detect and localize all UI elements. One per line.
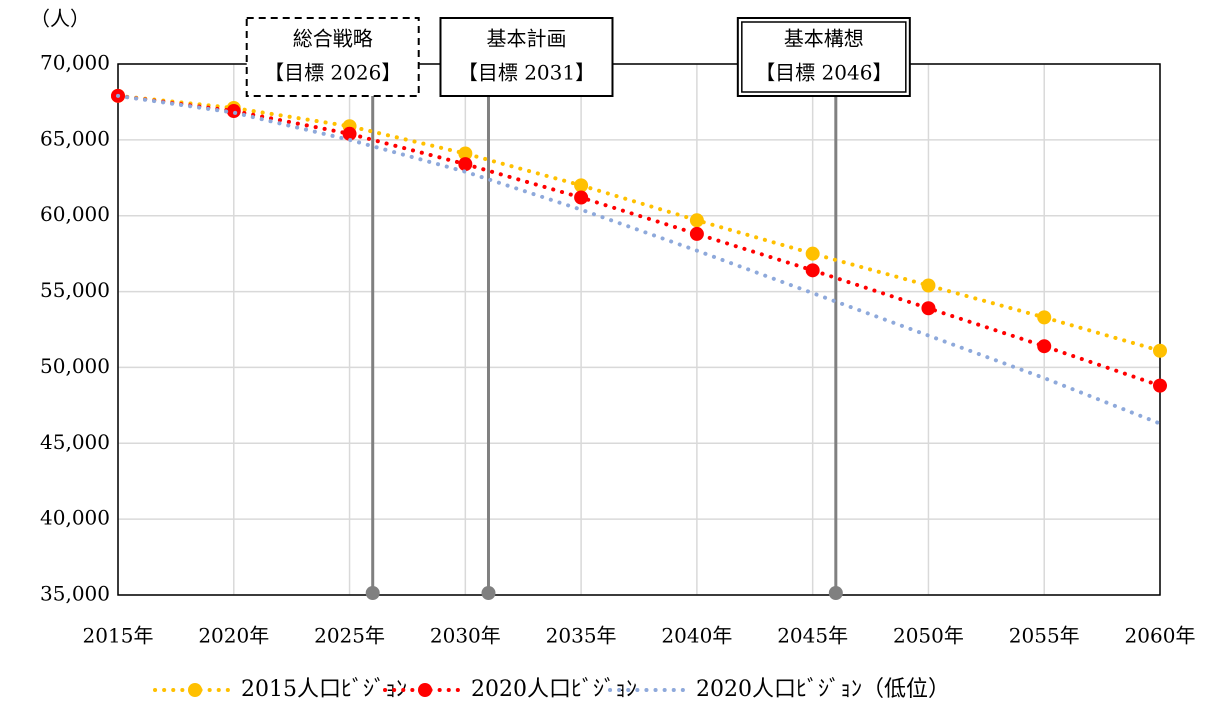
data-point	[342, 126, 357, 141]
legend-label: 2020人口ﾋﾞｼﾞｮﾝ（低位）	[696, 677, 950, 702]
x-tick-label: 2035年	[546, 624, 617, 648]
x-tick-label: 2055年	[1009, 624, 1080, 648]
x-tick-label: 2040年	[661, 624, 732, 648]
legend-label: 2015人口ﾋﾞｼﾞｮﾝ	[241, 677, 407, 702]
legend-label: 2020人口ﾋﾞｼﾞｮﾝ	[471, 677, 637, 702]
y-tick-label: 50,000	[40, 354, 110, 378]
data-point	[689, 213, 704, 228]
series-line	[116, 93, 1162, 426]
annotation-dot	[828, 586, 843, 600]
x-tick-label: 2015年	[83, 624, 154, 648]
y-tick-label: 60,000	[40, 202, 110, 226]
y-tick-label: 45,000	[40, 430, 110, 454]
data-point	[458, 157, 473, 172]
data-point	[689, 226, 704, 241]
y-tick-label: 70,000	[40, 51, 110, 75]
data-point	[1153, 378, 1167, 393]
x-tick-label: 2045年	[777, 624, 848, 648]
data-point	[1037, 310, 1052, 325]
annotation-box	[245, 17, 420, 97]
x-tick-label: 2020年	[198, 624, 269, 648]
annotation-box	[736, 17, 911, 97]
x-tick-label: 2060年	[1125, 624, 1196, 648]
x-tick-label: 2030年	[430, 624, 501, 648]
data-point	[921, 278, 936, 293]
y-tick-label: 35,000	[40, 582, 110, 606]
annotation-text: 【目標 2026】	[264, 61, 401, 85]
data-point	[226, 104, 241, 119]
x-tick-label: 2050年	[893, 624, 964, 648]
data-point	[458, 146, 473, 161]
x-tick-label: 2025年	[314, 624, 385, 648]
annotation-text: 基本構想	[784, 27, 864, 51]
series-line	[116, 93, 1162, 388]
annotation-dot	[481, 586, 496, 600]
annotation-dot	[365, 586, 380, 600]
annotation-box	[439, 17, 614, 97]
data-point	[921, 301, 936, 316]
data-point	[1153, 343, 1167, 358]
y-tick-label: 40,000	[40, 506, 110, 530]
data-point	[1037, 339, 1052, 354]
data-point	[805, 263, 820, 278]
y-tick-label: 55,000	[40, 278, 110, 302]
legend-marker	[188, 683, 202, 697]
plot-frame	[117, 63, 1161, 596]
y-unit: （人）	[30, 7, 90, 31]
annotation-text: 【目標 2046】	[755, 61, 892, 85]
annotation-box-inner	[741, 21, 907, 93]
series-line	[116, 93, 1162, 353]
y-tick-label: 65,000	[40, 126, 110, 150]
annotation-text: 【目標 2031】	[458, 61, 595, 85]
data-point	[574, 190, 589, 205]
annotation-text: 基本計画	[486, 27, 566, 51]
data-point	[574, 178, 589, 193]
data-point	[805, 246, 820, 261]
legend-marker	[418, 683, 432, 697]
annotation-text: 総合戦略	[293, 27, 373, 51]
